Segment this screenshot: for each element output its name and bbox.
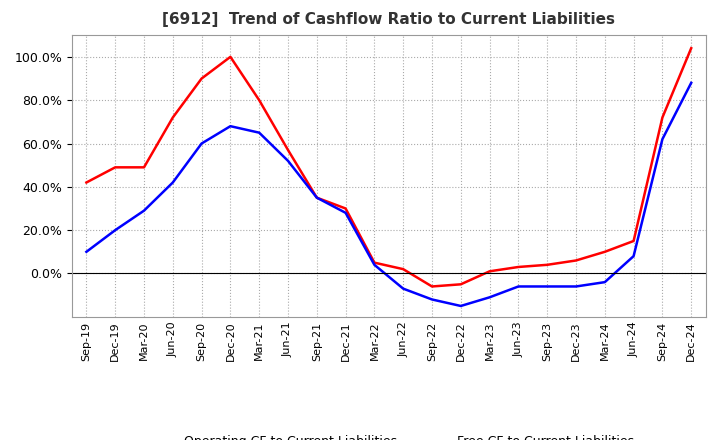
Operating CF to Current Liabilities: [370, 260, 379, 265]
Free CF to Current Liabilities: [514, 284, 523, 289]
Operating CF to Current Liabilities: [399, 267, 408, 272]
Operating CF to Current Liabilities: [168, 115, 177, 120]
Free CF to Current Liabilities: [168, 180, 177, 185]
Free CF to Current Liabilities: [456, 303, 465, 308]
Operating CF to Current Liabilities: [485, 269, 494, 274]
Operating CF to Current Liabilities: [82, 180, 91, 185]
Line: Free CF to Current Liabilities: Free CF to Current Liabilities: [86, 83, 691, 306]
Free CF to Current Liabilities: [226, 124, 235, 129]
Free CF to Current Liabilities: [255, 130, 264, 136]
Free CF to Current Liabilities: [687, 80, 696, 85]
Operating CF to Current Liabilities: [600, 249, 609, 254]
Title: [6912]  Trend of Cashflow Ratio to Current Liabilities: [6912] Trend of Cashflow Ratio to Curren…: [162, 12, 616, 27]
Operating CF to Current Liabilities: [140, 165, 148, 170]
Free CF to Current Liabilities: [543, 284, 552, 289]
Free CF to Current Liabilities: [658, 136, 667, 142]
Free CF to Current Liabilities: [341, 210, 350, 216]
Operating CF to Current Liabilities: [312, 195, 321, 200]
Free CF to Current Liabilities: [399, 286, 408, 291]
Operating CF to Current Liabilities: [514, 264, 523, 270]
Free CF to Current Liabilities: [197, 141, 206, 146]
Free CF to Current Liabilities: [312, 195, 321, 200]
Free CF to Current Liabilities: [111, 227, 120, 233]
Operating CF to Current Liabilities: [111, 165, 120, 170]
Operating CF to Current Liabilities: [572, 258, 580, 263]
Free CF to Current Liabilities: [284, 158, 292, 164]
Line: Operating CF to Current Liabilities: Operating CF to Current Liabilities: [86, 48, 691, 286]
Operating CF to Current Liabilities: [197, 76, 206, 81]
Legend: Operating CF to Current Liabilities, Free CF to Current Liabilities: Operating CF to Current Liabilities, Fre…: [138, 430, 639, 440]
Operating CF to Current Liabilities: [255, 98, 264, 103]
Free CF to Current Liabilities: [572, 284, 580, 289]
Operating CF to Current Liabilities: [629, 238, 638, 244]
Free CF to Current Liabilities: [140, 208, 148, 213]
Free CF to Current Liabilities: [485, 295, 494, 300]
Free CF to Current Liabilities: [428, 297, 436, 302]
Operating CF to Current Liabilities: [341, 206, 350, 211]
Free CF to Current Liabilities: [82, 249, 91, 254]
Free CF to Current Liabilities: [629, 253, 638, 259]
Free CF to Current Liabilities: [600, 279, 609, 285]
Operating CF to Current Liabilities: [658, 115, 667, 120]
Operating CF to Current Liabilities: [456, 282, 465, 287]
Operating CF to Current Liabilities: [284, 147, 292, 153]
Operating CF to Current Liabilities: [687, 46, 696, 51]
Free CF to Current Liabilities: [370, 262, 379, 268]
Operating CF to Current Liabilities: [543, 262, 552, 268]
Operating CF to Current Liabilities: [428, 284, 436, 289]
Operating CF to Current Liabilities: [226, 54, 235, 59]
